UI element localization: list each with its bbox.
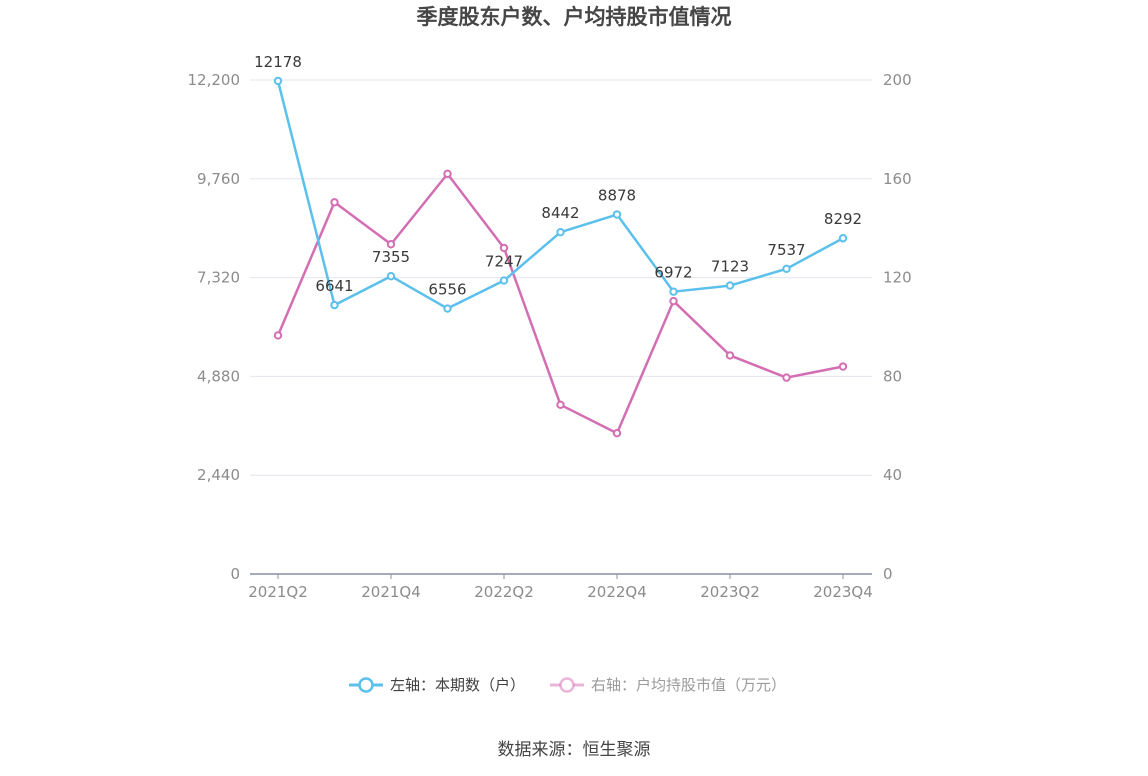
series-line-holders (276, 80, 844, 310)
data-label: 7123 (711, 258, 749, 276)
data-label: 6556 (428, 281, 466, 299)
data-point (273, 76, 283, 86)
left-tick-label: 0 (230, 565, 240, 583)
x-tick-label: 2022Q2 (474, 583, 534, 601)
data-point (612, 210, 622, 219)
right-axis-ticks: 0 40 80 120 160 200 (883, 71, 912, 583)
data-label: 8292 (824, 210, 862, 228)
data-label: 7355 (372, 248, 410, 266)
data-point (386, 271, 396, 281)
data-label: 7247 (485, 253, 523, 271)
source-note: 数据来源：恒生聚源 (498, 740, 651, 760)
left-axis-ticks: 0 2,440 4,880 7,320 9,760 12,200 (188, 71, 241, 583)
data-point (386, 240, 396, 249)
right-tick-label: 40 (883, 466, 902, 484)
chart-title: 季度股东户数、户均持股市值情况 (417, 5, 732, 29)
x-tick-label: 2021Q2 (248, 583, 308, 601)
x-axis: 2021Q2 2021Q4 2022Q2 2022Q4 2023Q2 2023Q4 (248, 573, 873, 601)
data-point (443, 304, 452, 313)
data-point (725, 281, 735, 290)
left-tick-label: 12,200 (188, 71, 241, 89)
data-label: 6641 (315, 277, 353, 295)
legend-swatch-marker (358, 677, 374, 693)
x-tick-label: 2022Q4 (587, 583, 647, 601)
left-tick-label: 7,320 (197, 269, 240, 287)
data-point (782, 373, 791, 382)
data-point (499, 243, 509, 253)
x-tick-label: 2023Q2 (700, 583, 760, 601)
data-point (556, 227, 565, 237)
data-point (330, 198, 339, 207)
data-label: 6972 (654, 264, 692, 282)
data-point (612, 429, 622, 438)
right-tick-label: 120 (883, 269, 912, 287)
legend-label: 左轴：本期数（户） (390, 676, 525, 694)
legend-swatch-marker (559, 677, 575, 693)
data-point (499, 276, 509, 285)
data-label: 8442 (541, 204, 579, 222)
data-point (669, 296, 678, 306)
x-tick-label: 2023Q4 (813, 583, 873, 601)
data-point (838, 362, 848, 371)
data-label: 8878 (598, 187, 636, 205)
x-tick-label: 2021Q4 (361, 583, 421, 601)
left-tick-label: 9,760 (197, 170, 240, 188)
right-tick-label: 0 (883, 565, 893, 583)
data-point (669, 287, 678, 296)
gridlines (250, 79, 872, 476)
left-tick-label: 4,880 (197, 367, 240, 385)
left-tick-label: 2,440 (197, 466, 240, 484)
legend-label: 右轴：户均持股市值（万元） (591, 676, 786, 694)
data-point (273, 331, 283, 340)
data-point (330, 300, 339, 310)
data-point (782, 264, 791, 274)
right-tick-label: 160 (883, 170, 912, 188)
series-layer (273, 76, 848, 438)
right-tick-label: 200 (883, 71, 912, 89)
data-point (725, 351, 735, 360)
data-point (443, 169, 452, 179)
right-tick-label: 80 (883, 367, 902, 385)
data-label: 7537 (767, 241, 805, 259)
data-labels: 12178 6641 7355 6556 7247 8442 8878 6972 7123 753… (254, 53, 862, 299)
data-point (556, 400, 565, 410)
data-point (838, 234, 848, 243)
data-label: 12178 (254, 53, 302, 71)
legend: 左轴：本期数（户） 右轴：户均持股市值（万元） (349, 676, 786, 694)
